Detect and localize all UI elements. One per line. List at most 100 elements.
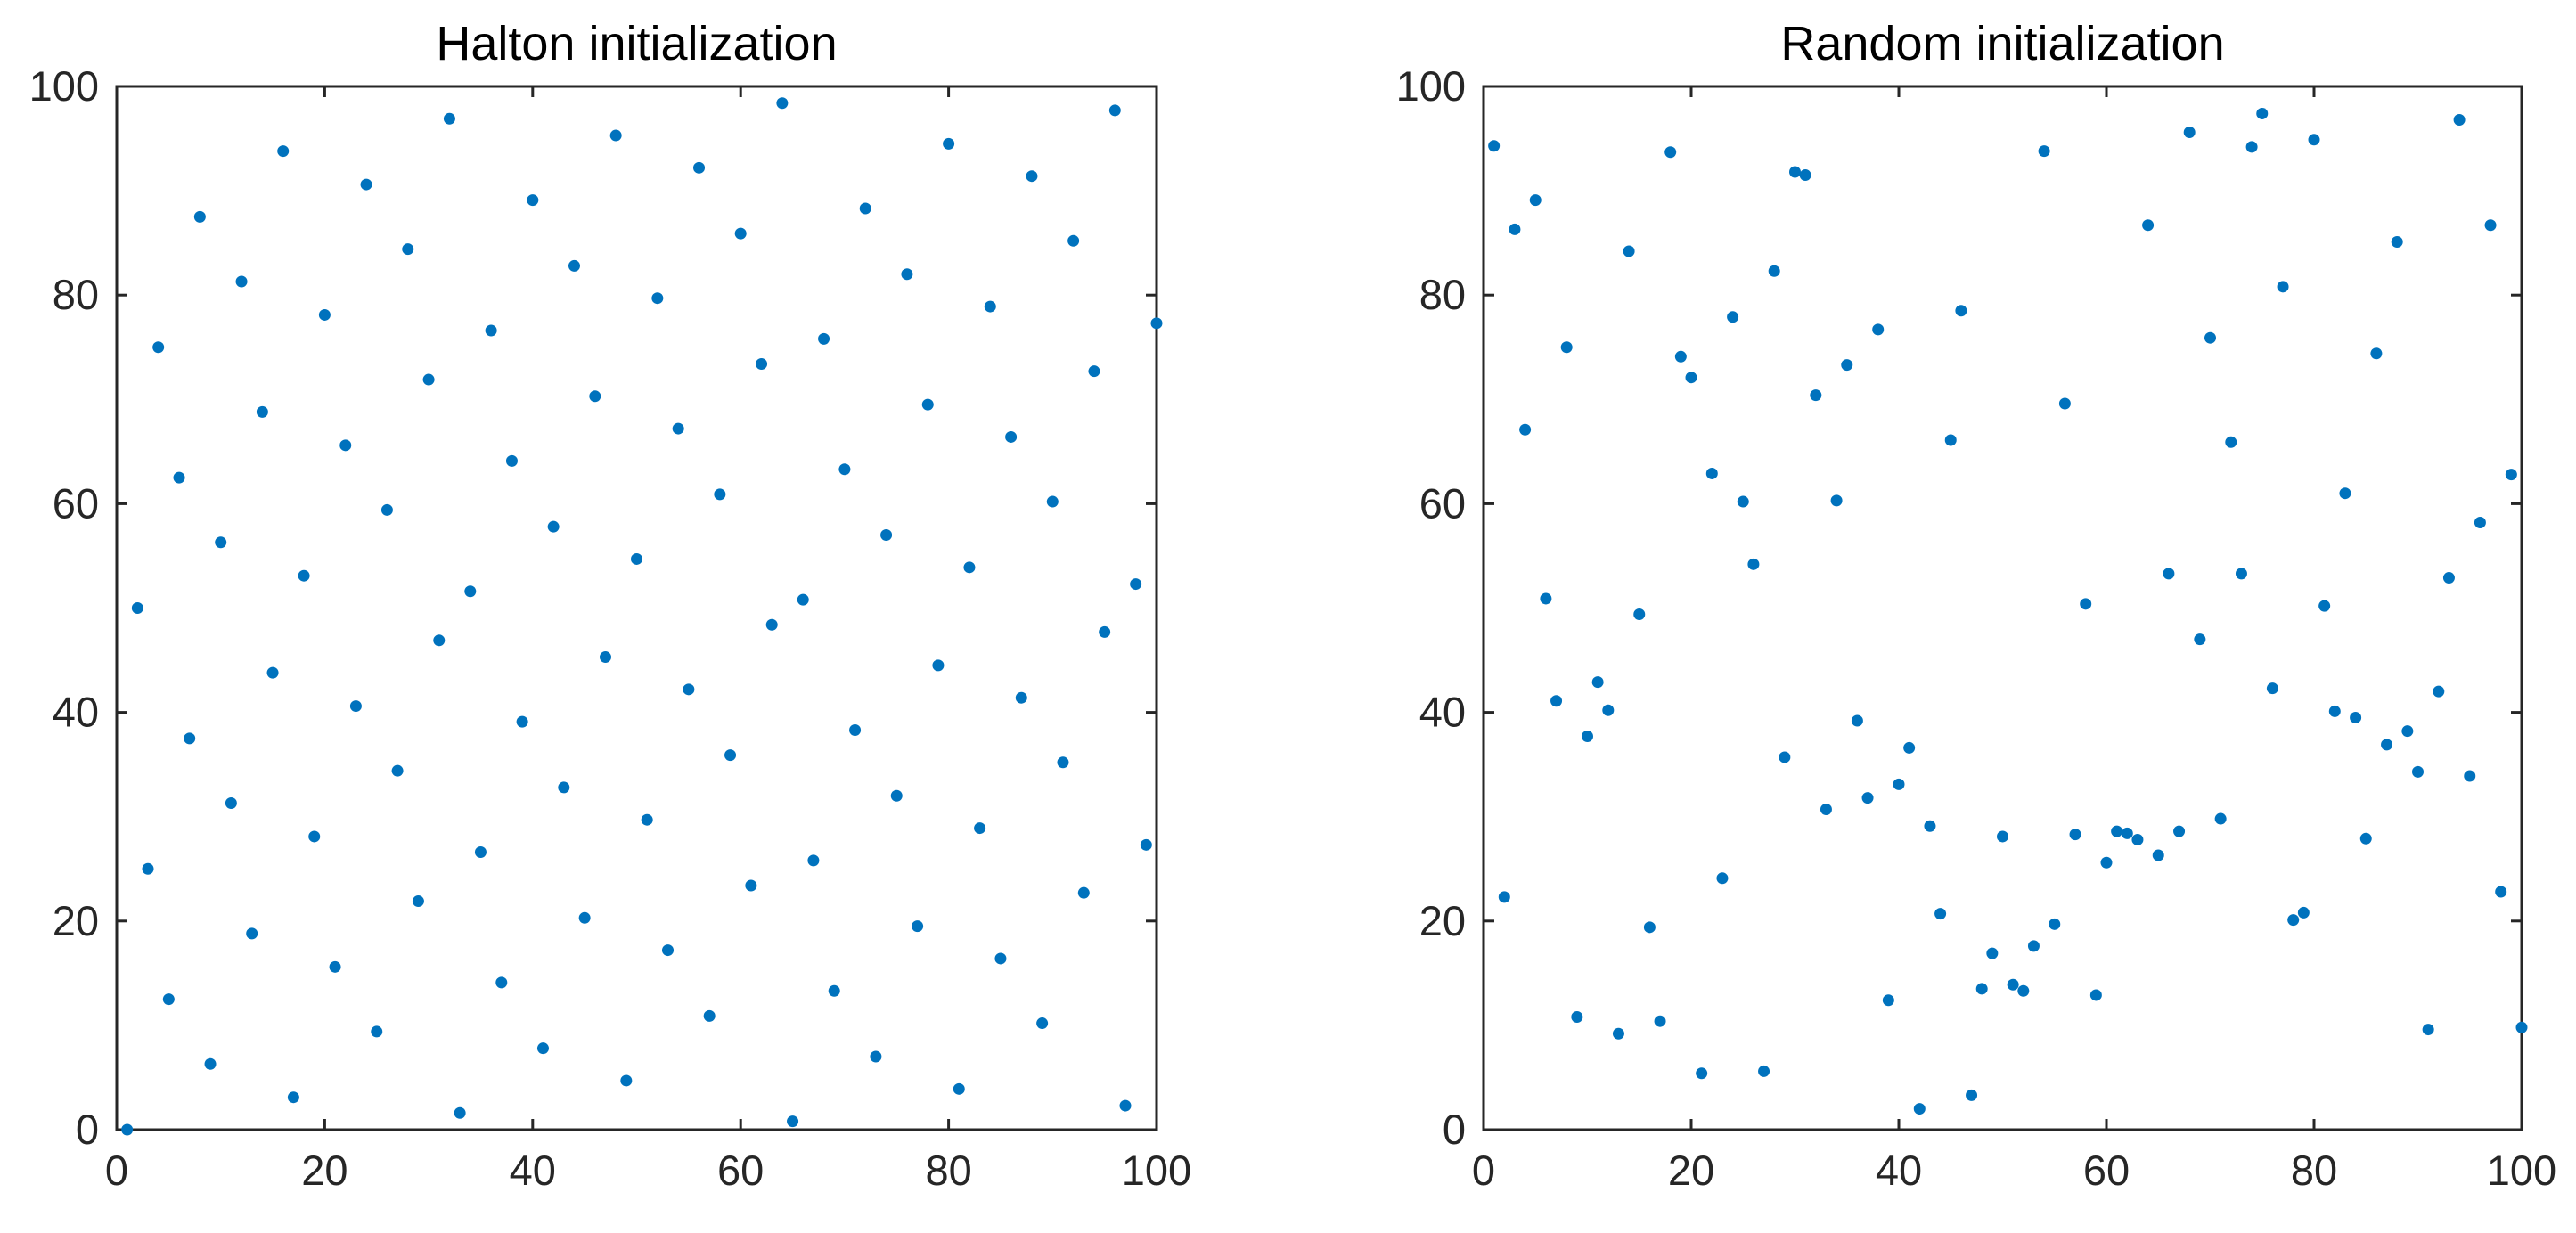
data-point xyxy=(1519,423,1532,436)
data-point xyxy=(2038,145,2050,158)
data-point xyxy=(485,324,497,337)
data-point xyxy=(1913,1103,1926,1115)
data-point xyxy=(734,227,747,240)
data-point xyxy=(256,405,268,418)
data-point xyxy=(1685,372,1697,384)
data-point xyxy=(828,984,840,997)
data-point xyxy=(536,1042,549,1055)
data-point xyxy=(943,137,955,150)
data-point xyxy=(2194,633,2206,646)
data-point xyxy=(2505,469,2517,481)
data-point xyxy=(1015,691,1027,704)
data-point xyxy=(443,112,455,125)
data-point xyxy=(2214,812,2227,825)
data-point xyxy=(1119,1099,1132,1112)
data-point xyxy=(1966,1089,1978,1101)
data-point xyxy=(204,1057,217,1070)
x-tick-label: 60 xyxy=(2083,1147,2130,1194)
data-point xyxy=(994,952,1007,965)
data-point xyxy=(765,618,778,631)
data-point xyxy=(859,202,871,215)
halton-scatter-panel: Halton initialization 0 20 40 60 80 100 0 20 40 6… xyxy=(29,17,1192,1194)
data-point xyxy=(714,488,726,501)
x-tick-label: 80 xyxy=(2291,1147,2337,1194)
data-point xyxy=(683,683,695,696)
x-tick-label: 20 xyxy=(301,1147,348,1194)
data-point xyxy=(1799,169,1811,182)
data-point xyxy=(870,1050,882,1063)
data-point xyxy=(1924,820,1936,832)
data-point xyxy=(1077,886,1090,899)
data-point xyxy=(2142,219,2155,232)
data-point xyxy=(1727,311,1739,323)
data-point xyxy=(1540,592,1552,605)
data-point xyxy=(2370,347,2383,360)
y-tick-label: 0 xyxy=(76,1106,99,1153)
x-tick-label: 0 xyxy=(1472,1147,1495,1194)
y-tick-label: 40 xyxy=(1419,689,1466,736)
data-point xyxy=(2328,705,2341,717)
data-point xyxy=(1005,430,1018,443)
data-point xyxy=(1820,804,1832,816)
data-point xyxy=(974,822,986,835)
data-point xyxy=(693,161,706,174)
data-point xyxy=(818,332,830,345)
data-point xyxy=(308,830,321,843)
x-tick-label: 100 xyxy=(2487,1147,2556,1194)
data-point xyxy=(2225,436,2237,448)
y-tick-label: 80 xyxy=(53,271,99,318)
data-point xyxy=(1130,578,1142,591)
data-point xyxy=(2266,682,2278,695)
data-point xyxy=(2422,1024,2434,1036)
data-point xyxy=(152,341,165,354)
data-point xyxy=(912,920,924,933)
data-point xyxy=(921,398,934,411)
data-point xyxy=(1108,104,1121,117)
data-point xyxy=(1046,495,1059,508)
data-point xyxy=(2173,825,2186,837)
data-point xyxy=(2515,1021,2528,1033)
x-tick-label: 100 xyxy=(1122,1147,1191,1194)
y-tick-label: 60 xyxy=(53,479,99,527)
data-point xyxy=(1861,792,1874,804)
data-point xyxy=(1955,305,1967,317)
data-point xyxy=(2495,886,2507,898)
x-tick-label: 40 xyxy=(1876,1147,1922,1194)
data-point xyxy=(339,439,352,452)
data-point xyxy=(422,373,435,386)
data-point xyxy=(1633,608,1646,621)
data-point xyxy=(1612,1027,1624,1040)
data-point xyxy=(1057,756,1069,769)
data-point xyxy=(1529,194,1542,207)
data-point xyxy=(651,292,664,305)
plot-area xyxy=(115,85,1158,1131)
data-point xyxy=(1944,434,1957,446)
data-point xyxy=(2256,107,2269,119)
data-point xyxy=(371,1025,383,1038)
data-point xyxy=(1882,994,1894,1007)
y-tick-label: 0 xyxy=(1443,1106,1466,1153)
data-point xyxy=(2121,827,2133,839)
data-point xyxy=(1623,245,1635,257)
data-point xyxy=(2089,989,2102,1001)
data-point xyxy=(1716,872,1729,885)
data-point xyxy=(1036,1017,1049,1030)
data-point xyxy=(2017,984,2030,997)
data-point xyxy=(1934,908,1947,920)
data-point xyxy=(568,259,580,272)
data-point xyxy=(412,895,424,908)
x-tick-label: 60 xyxy=(717,1147,764,1194)
data-point xyxy=(589,390,601,403)
data-point xyxy=(2204,331,2216,344)
data-point xyxy=(1550,695,1563,707)
data-point xyxy=(1696,1067,1708,1080)
data-point xyxy=(609,129,622,142)
data-point xyxy=(454,1106,466,1119)
data-point xyxy=(2131,833,2144,845)
data-point xyxy=(121,1123,134,1136)
data-point xyxy=(2277,281,2289,293)
data-point xyxy=(184,732,196,745)
data-point xyxy=(2474,516,2486,528)
data-point xyxy=(2464,770,2476,782)
